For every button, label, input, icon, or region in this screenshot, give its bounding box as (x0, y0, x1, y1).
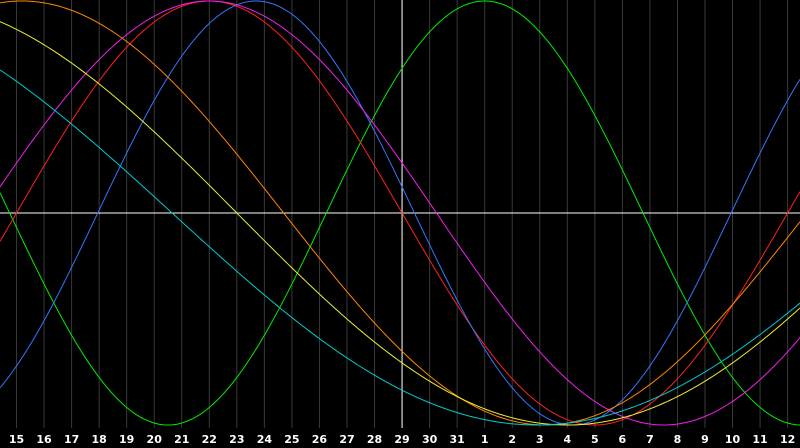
x-tick-label: 25 (284, 433, 299, 446)
x-tick-label: 5 (591, 433, 599, 446)
series-lines (0, 0, 800, 426)
x-tick-label: 28 (367, 433, 382, 446)
x-tick-label: 26 (312, 433, 328, 446)
x-tick-label: 16 (36, 433, 52, 446)
x-tick-label: 10 (725, 433, 741, 446)
x-tick-label: 11 (752, 433, 767, 446)
series-line-4 (0, 0, 800, 426)
series-line-5 (0, 0, 800, 426)
x-tick-label: 2 (508, 433, 516, 446)
x-tick-label: 15 (9, 433, 24, 446)
series-line-2 (0, 0, 800, 426)
x-tick-label: 22 (202, 433, 217, 446)
x-tick-label: 21 (174, 433, 189, 446)
x-tick-label: 24 (257, 433, 273, 446)
series-line-1 (0, 0, 800, 426)
x-tick-label: 20 (147, 433, 163, 446)
x-tick-label: 7 (646, 433, 654, 446)
series-line-3 (0, 0, 800, 426)
x-tick-label: 23 (229, 433, 244, 446)
x-tick-label: 9 (701, 433, 709, 446)
x-tick-label: 27 (339, 433, 354, 446)
x-tick-label: 12 (780, 433, 795, 446)
x-tick-label: 8 (674, 433, 682, 446)
tick-label-band (0, 428, 800, 448)
x-tick-label: 3 (536, 433, 544, 446)
axes (0, 0, 800, 428)
x-tick-label: 29 (394, 433, 409, 446)
x-tick-label: 1 (481, 433, 489, 446)
x-tick-label: 6 (619, 433, 627, 446)
x-tick-label: 18 (91, 433, 106, 446)
x-tick-label: 4 (563, 433, 571, 446)
x-tick-labels: 15 16 17 18 19 20 21 22 23 24 25 26 27 28 29 30 31 1 2 3 4 5 6… (9, 433, 795, 446)
x-tick-label: 19 (119, 433, 134, 446)
x-tick-label: 17 (64, 433, 79, 446)
x-tick-label: 30 (422, 433, 438, 446)
series-line-6 (0, 21, 800, 426)
x-tick-label: 31 (449, 433, 464, 446)
vertical-grid (16, 0, 789, 428)
series-line-7 (0, 69, 800, 426)
